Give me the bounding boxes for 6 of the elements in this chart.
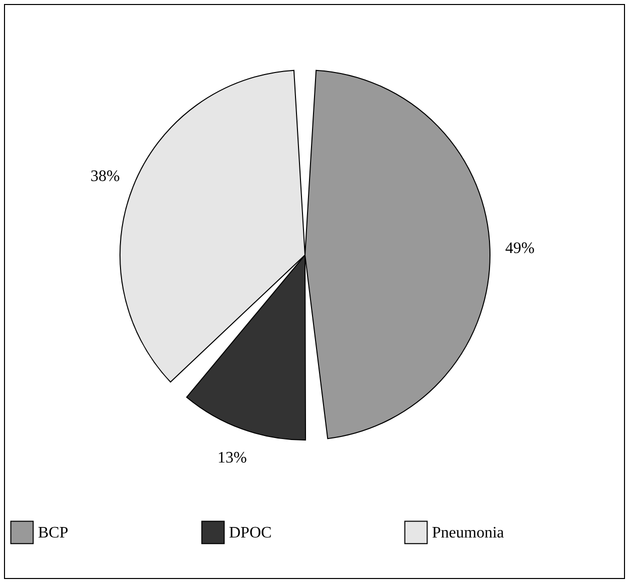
legend-label: BCP xyxy=(38,524,68,542)
legend-label: DPOC xyxy=(229,524,272,542)
data-label: 38% xyxy=(90,168,120,185)
data-label: 49% xyxy=(505,240,535,258)
data-label: 13% xyxy=(218,449,247,466)
legend-label: Pneumonia xyxy=(432,524,504,542)
